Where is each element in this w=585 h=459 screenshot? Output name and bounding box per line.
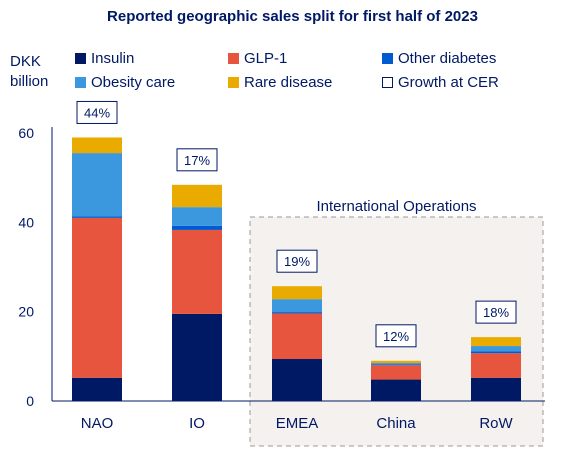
bar-io-rare-disease [172,184,222,208]
bar-row-rare-disease [471,337,521,347]
growth-label-box [375,324,417,348]
bar-io-insulin [172,313,222,401]
legend: Insulin GLP-1 Other diabetes Obesity car… [0,50,585,96]
growth-label-box [176,148,218,172]
bar-nao-obesity-care [72,153,122,217]
bar-china-insulin [371,379,421,401]
legend-item-other-diabetes: Other diabetes [382,50,496,67]
legend-item-growth-at-cer: Growth at CER [382,74,499,91]
bar-emea-glp-1 [272,313,322,360]
bar-io-obesity-care [172,207,222,226]
legend-swatch-growth-at-cer [382,77,393,88]
x-category-label: China [376,415,416,432]
legend-label-glp1: GLP-1 [244,50,288,67]
y-tick-label: 60 [18,125,34,141]
bar-nao-other-diabetes [72,216,122,218]
growth-label: 17% [184,153,210,168]
legend-label-insulin: Insulin [91,50,135,67]
bar-emea-other-diabetes [272,312,322,314]
growth-label-box [276,249,318,273]
y-axis-unit-text: DKK billion [10,53,49,90]
bar-row-glp-1 [471,353,521,378]
bar-nao-rare-disease [72,137,122,154]
y-tick-label: 0 [26,393,34,409]
legend-swatch-glp1 [228,53,239,64]
growth-label-box [76,100,118,124]
bar-emea-rare-disease [272,286,322,300]
legend-label-other-diabetes: Other diabetes [398,50,497,67]
growth-label: 12% [383,329,409,344]
legend-label-growth-at-cer: Growth at CER [398,74,499,91]
y-tick-label: 20 [18,304,34,320]
x-category-label: NAO [81,415,114,432]
bar-nao-insulin [72,377,122,401]
growth-label: 19% [284,254,310,269]
y-tick-label: 40 [18,214,34,230]
bar-china-obesity-care [371,363,421,365]
legend-swatch-rare-disease [228,77,239,88]
x-category-label: RoW [479,415,513,432]
bar-china-rare-disease [371,360,421,364]
legend-swatch-other-diabetes [382,53,393,64]
legend-item-insulin: Insulin [75,50,134,67]
legend-swatch-insulin [75,53,86,64]
x-category-label: IO [189,415,205,432]
growth-label-box [475,300,517,324]
bar-emea-obesity-care [272,299,322,313]
growth-label: 44% [84,105,110,120]
bar-row-other-diabetes [471,351,521,354]
bar-row-obesity-care [471,346,521,352]
bar-io-other-diabetes [172,225,222,230]
chart-title: Reported geographic sales split for firs… [107,8,478,25]
x-category-label: EMEA [276,415,319,432]
legend-label-obesity-care: Obesity care [91,74,176,91]
international-operations-label: International Operations [316,198,476,215]
bar-china-other-diabetes [371,364,421,366]
bar-china-glp-1 [371,365,421,380]
bar-io-glp-1 [172,229,222,314]
bar-row-insulin [471,377,521,401]
legend-swatch-obesity-care [75,77,86,88]
growth-label: 18% [483,305,509,320]
legend-item-obesity-care: Obesity care [75,74,175,91]
bar-emea-insulin [272,359,322,401]
legend-item-glp1: GLP-1 [228,50,287,67]
legend-label-rare-disease: Rare disease [244,74,333,91]
bar-nao-glp-1 [72,217,122,378]
y-axis-unit-label: DKK billion [10,52,55,92]
legend-item-rare-disease: Rare disease [228,74,332,91]
